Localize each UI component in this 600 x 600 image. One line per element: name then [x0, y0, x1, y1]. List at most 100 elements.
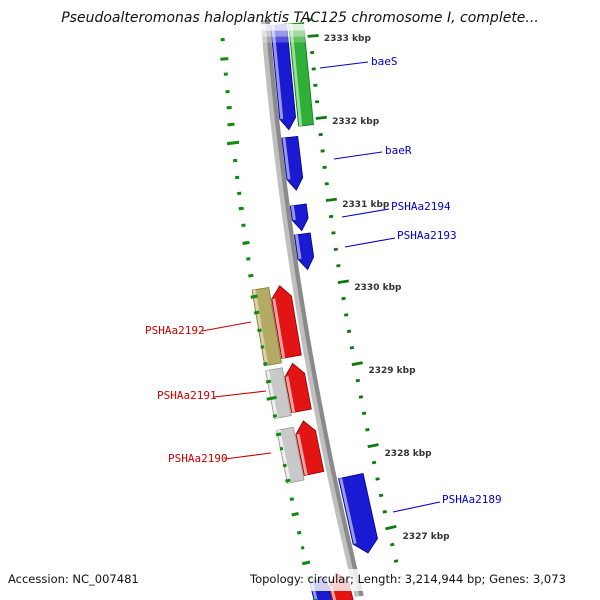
ruler-tick-minor	[346, 329, 352, 334]
gc-bar	[223, 72, 228, 76]
status-bar: Accession: NC_007481 Topology: circular;…	[0, 569, 600, 591]
cds-baeR[interactable]	[281, 135, 304, 191]
gc-bar	[233, 158, 238, 163]
ruler-tick-minor	[390, 542, 395, 547]
gc-bar	[220, 57, 229, 61]
ruler-tick-minor	[358, 395, 364, 399]
leader-line-baeR	[333, 151, 383, 160]
cds-baeS[interactable]	[288, 22, 314, 127]
gc-bar	[248, 273, 254, 278]
gene-PSHAa2192[interactable]	[251, 287, 282, 367]
ruler-tick-major	[367, 443, 379, 449]
cds-PSHAa2194[interactable]	[289, 203, 309, 232]
gene-label-PSHAa2192[interactable]: PSHAa2192	[145, 324, 205, 337]
backbone-band	[260, 19, 364, 598]
top-fade	[238, 30, 344, 37]
gc-bar	[242, 240, 250, 245]
gc-bar	[246, 257, 251, 261]
ruler-tick-minor	[329, 214, 334, 219]
top-fade	[238, 36, 344, 43]
ruler-tick-minor	[311, 67, 316, 71]
leader-line-PSHAa2190	[224, 452, 272, 460]
gc-bar	[300, 546, 305, 550]
ruler-tick-minor	[355, 378, 360, 383]
gc-bar	[237, 191, 242, 196]
ruler-tick-minor	[313, 83, 318, 87]
ruler-tick-minor	[393, 559, 399, 563]
ruler-tick-minor	[344, 313, 349, 317]
ruler-tick-minor	[333, 247, 338, 251]
gc-bar	[285, 478, 291, 483]
ruler-tick-minor	[378, 493, 384, 498]
cds-PSHAa2192[interactable]	[271, 285, 302, 359]
gc-bar	[301, 560, 311, 566]
ruler-tick-minor	[336, 264, 341, 268]
cds-PSHAa2193[interactable]	[293, 232, 315, 271]
gc-bar	[279, 446, 284, 451]
cds-PSHAa2194-highlight	[290, 205, 296, 221]
gc-bar	[250, 294, 258, 299]
cds-baeR-highlight	[282, 137, 291, 180]
backbone-line	[265, 19, 364, 597]
gc-bar	[220, 37, 225, 42]
leader-line-PSHAa2194	[341, 208, 390, 218]
ruler-tick-major	[351, 361, 363, 367]
ruler-tick-minor	[322, 165, 327, 169]
cds-PSHAa2192-highlight	[272, 298, 286, 359]
gc-bar	[263, 362, 268, 366]
gc-bar	[226, 105, 232, 110]
gc-bar	[241, 223, 246, 228]
cds-PSHAa2191-highlight	[285, 376, 296, 413]
ruler-tick-major	[307, 34, 319, 38]
gc-bar	[225, 90, 230, 94]
top-fade	[238, 24, 344, 31]
ruler-tick-major	[337, 279, 349, 284]
leader-line-baeS	[319, 61, 369, 69]
ruler-tick-major	[385, 525, 397, 531]
leader-line-PSHAa2189	[392, 501, 441, 513]
ruler-tick-minor	[307, 18, 312, 22]
gene-PSHAa2192-highlight	[252, 289, 269, 366]
cds-blue-top-highlight	[271, 25, 284, 120]
gc-bar	[235, 175, 240, 180]
accession-text: Accession: NC_007481	[8, 572, 139, 586]
cds-PSHAa2193-highlight	[295, 234, 302, 260]
ruler-tick-minor	[349, 346, 355, 350]
cds-PSHAa2189-highlight	[339, 477, 357, 544]
gc-bar	[253, 310, 260, 315]
gc-bar	[289, 497, 295, 501]
gene-label-PSHAa2194[interactable]: PSHAa2194	[391, 200, 451, 213]
ruler-tick-major	[325, 197, 337, 202]
gene-label-PSHAa2190[interactable]: PSHAa2190	[168, 452, 228, 465]
ruler-tick-minor	[324, 182, 329, 186]
gc-bar	[260, 345, 265, 349]
ruler-tick-minor	[382, 510, 387, 514]
gene-label-PSHAa2193[interactable]: PSHAa2193	[397, 229, 457, 242]
gc-bar	[257, 328, 262, 333]
gc-bar	[275, 432, 282, 437]
gc-bar	[238, 206, 244, 211]
cds-PSHAa2190-highlight	[296, 433, 308, 476]
gene-PSHAa2191[interactable]	[265, 367, 292, 420]
ruler-tick-minor	[361, 411, 367, 416]
leader-line-PSHAa2192	[201, 321, 252, 332]
ruler-tick-minor	[371, 460, 377, 465]
ruler-tick-minor	[341, 296, 346, 301]
ruler-tick-minor	[331, 231, 336, 235]
gene-label-PSHAa2189[interactable]: PSHAa2189	[442, 493, 502, 506]
gc-bar	[282, 463, 287, 468]
gene-label-baeR[interactable]: baeR	[385, 144, 412, 157]
gene-label-PSHAa2191[interactable]: PSHAa2191	[157, 389, 217, 402]
cds-baeS-highlight	[289, 23, 303, 127]
gc-bar	[272, 414, 278, 418]
gene-PSHAa2190-highlight	[277, 429, 291, 484]
gc-bar	[266, 395, 277, 401]
gene-label-baeS[interactable]: baeS	[371, 55, 398, 68]
gc-bar	[226, 140, 240, 146]
leader-line-PSHAa2193	[344, 237, 396, 248]
cds-PSHAa2189[interactable]	[338, 473, 378, 554]
leader-line-PSHAa2191	[213, 390, 267, 398]
ruler-tick-minor	[365, 428, 370, 432]
